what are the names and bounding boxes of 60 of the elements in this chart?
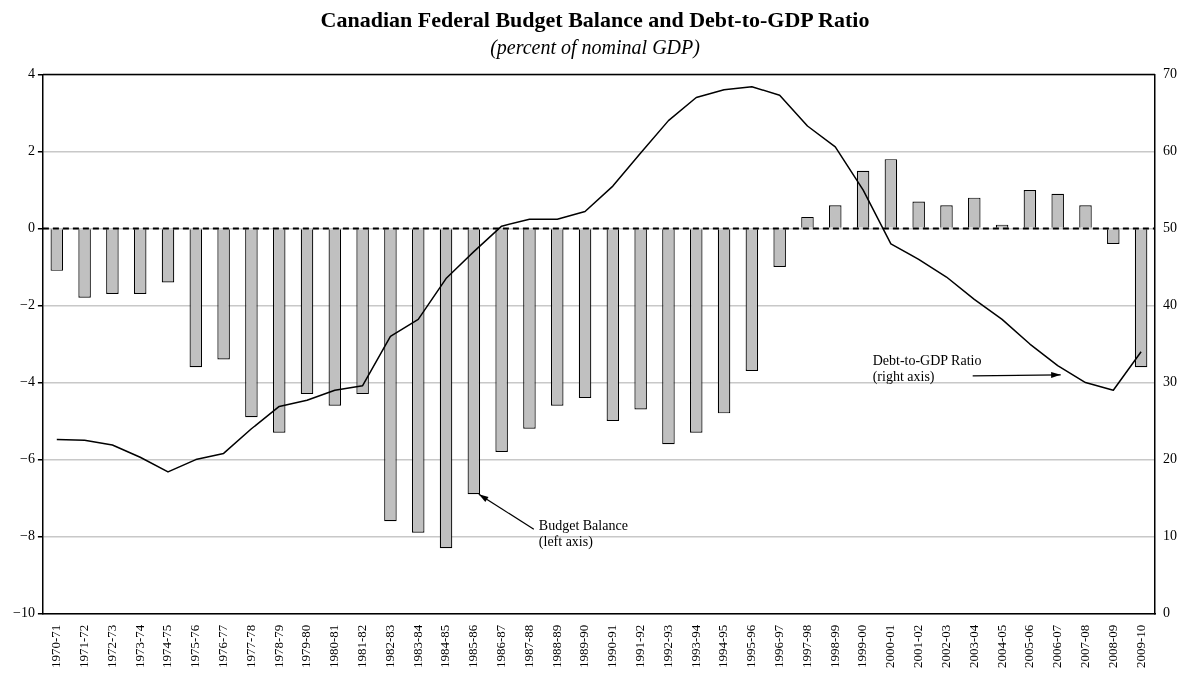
x-tick-label: 2006-07 [1049, 624, 1065, 669]
x-tick-label: 1994-95 [715, 624, 731, 669]
x-tick-label: 2008-09 [1104, 624, 1120, 669]
x-tick-label: 1999-00 [854, 624, 870, 669]
x-tick-label: 2003-04 [965, 624, 981, 669]
y2-tick-label: 0 [1163, 605, 1170, 621]
y-tick-label: −8 [19, 528, 35, 544]
x-tick-label: 1970-71 [48, 624, 64, 669]
x-tick-label: 1997-98 [798, 624, 814, 669]
x-tick-label: 1978-79 [270, 624, 286, 669]
y2-tick-label: 70 [1163, 66, 1177, 82]
x-tick-label: 1981-82 [354, 624, 370, 669]
x-tick-label: 1992-93 [659, 624, 675, 669]
x-tick-label: 1974-75 [159, 624, 175, 669]
x-tick-label: 1998-99 [826, 624, 842, 669]
x-tick-label: 1995-96 [743, 624, 759, 669]
x-tick-label: 1977-78 [242, 624, 258, 669]
x-tick-label: 1984-85 [437, 624, 453, 669]
x-tick-label: 1993-94 [687, 624, 703, 669]
x-tick-label: 1982-83 [381, 624, 397, 669]
x-tick-label: 1986-87 [493, 624, 509, 669]
x-tick-label: 1987-88 [520, 624, 536, 669]
annotation: Budget Balance (left axis) [538, 518, 628, 551]
x-tick-label: 2000-01 [882, 624, 898, 669]
x-tick-label: 2002-03 [937, 624, 953, 669]
y2-tick-label: 30 [1163, 374, 1177, 390]
y-tick-label: 2 [27, 143, 35, 159]
x-tick-label: 1972-73 [103, 624, 119, 669]
x-tick-label: 2007-08 [1076, 624, 1092, 669]
y-tick-label: −2 [19, 297, 35, 313]
x-tick-label: 1971-72 [76, 624, 92, 669]
x-tick-label: 1979-80 [298, 624, 314, 669]
x-tick-label: 1976-77 [215, 624, 231, 669]
y2-tick-label: 50 [1163, 220, 1177, 236]
x-tick-label: 1975-76 [187, 624, 203, 669]
x-tick-label: 1991-92 [632, 624, 648, 669]
x-tick-label: 2001-02 [910, 624, 926, 669]
annotation: Debt-to-GDP Ratio (right axis) [872, 352, 982, 385]
x-tick-label: 1988-89 [548, 624, 564, 669]
y-tick-label: −4 [19, 374, 35, 390]
x-tick-label: 1983-84 [409, 624, 425, 669]
x-tick-label: 1989-90 [576, 624, 592, 669]
y-tick-label: 4 [27, 66, 35, 82]
x-tick-label: 1996-97 [771, 624, 787, 669]
x-tick-label: 2009-10 [1132, 624, 1148, 669]
y2-tick-label: 40 [1163, 297, 1177, 313]
chart-subtitle: (percent of nominal GDP) [490, 35, 701, 59]
chart-title: Canadian Federal Budget Balance and Debt-to-GDP Ratio [320, 6, 870, 32]
y-tick-label: 0 [27, 220, 35, 236]
x-tick-label: 2004-05 [993, 624, 1009, 669]
x-tick-label: 2005-06 [1021, 624, 1037, 669]
x-tick-label: 1985-86 [465, 624, 481, 669]
y-tick-label: −6 [19, 451, 35, 467]
y2-tick-label: 60 [1163, 143, 1177, 159]
x-tick-label: 1973-74 [131, 624, 147, 669]
x-tick-label: 1980-81 [326, 624, 342, 669]
y2-tick-label: 20 [1163, 451, 1177, 467]
y2-tick-label: 10 [1163, 528, 1177, 544]
y-tick-label: −10 [12, 605, 35, 621]
x-tick-label: 1990-91 [604, 624, 620, 669]
